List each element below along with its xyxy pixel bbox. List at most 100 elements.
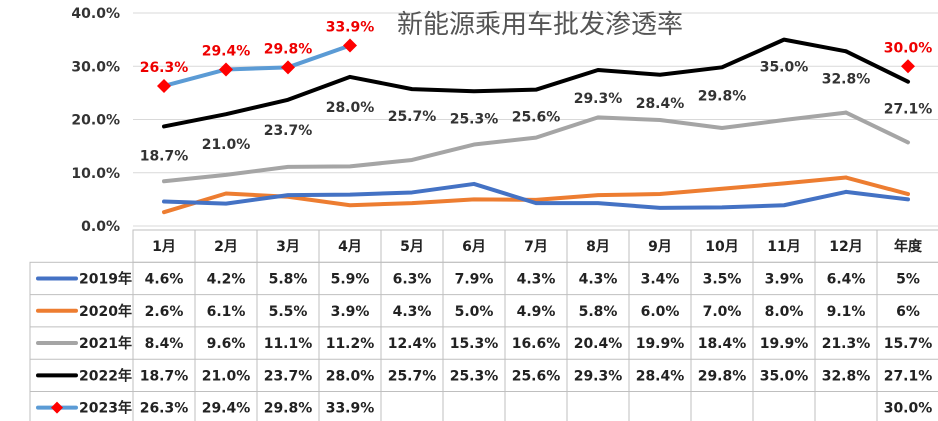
table-cell: 27.1% — [884, 368, 933, 384]
data-label-2023: 33.9% — [326, 19, 375, 35]
table-cell: 6% — [896, 304, 920, 320]
table-cell: 6.4% — [827, 271, 866, 287]
x-tick-label: 1月 — [152, 239, 176, 255]
data-label-2022: 35.0% — [760, 60, 809, 76]
table-cell: 32.8% — [822, 368, 871, 384]
legend-label: 2023年 — [79, 400, 132, 417]
table-cell: 21.0% — [202, 368, 251, 384]
data-label-2022: 29.8% — [698, 88, 747, 104]
data-label-2023: 29.8% — [264, 41, 313, 57]
table-cell: 3.9% — [765, 271, 804, 287]
table-cell: 11.2% — [326, 336, 375, 352]
y-tick-label: 20.0% — [71, 113, 120, 129]
table-cell: 29.8% — [698, 368, 747, 384]
table-cell: 15.7% — [884, 336, 933, 352]
table-cell: 26.3% — [140, 401, 189, 417]
x-tick-label: 4月 — [338, 239, 362, 255]
table-cell: 29.3% — [574, 368, 623, 384]
y-tick-label: 0.0% — [81, 219, 120, 235]
table-cell: 18.4% — [698, 336, 747, 352]
table-cell: 4.2% — [207, 271, 246, 287]
data-label-2022: 27.1% — [884, 102, 933, 118]
data-label-2022: 21.0% — [202, 137, 251, 153]
table-cell: 20.4% — [574, 336, 623, 352]
table-cell: 33.9% — [326, 401, 375, 417]
x-tick-label: 8月 — [586, 239, 610, 255]
data-label-2022: 23.7% — [264, 123, 313, 139]
series-line-annual — [844, 189, 910, 202]
table-cell: 18.7% — [140, 368, 189, 384]
y-tick-label: 30.0% — [71, 59, 120, 75]
data-label-2022: 32.8% — [822, 71, 871, 87]
data-point-2023 — [343, 38, 357, 53]
table-cell: 3.9% — [331, 304, 370, 320]
table-cell: 5.0% — [455, 304, 494, 320]
x-tick-label: 7月 — [524, 239, 548, 255]
legend-marker — [51, 401, 63, 414]
table-cell: 7.0% — [703, 304, 742, 320]
table-cell: 9.1% — [827, 304, 866, 320]
table-cell: 19.9% — [636, 336, 685, 352]
table-cell: 28.4% — [636, 368, 685, 384]
data-point-2023 — [281, 60, 295, 75]
y-tick-label: 10.0% — [71, 166, 120, 182]
table-cell: 6.1% — [207, 304, 246, 320]
table-cell: 6.0% — [641, 304, 680, 320]
series-line-annual — [844, 49, 910, 84]
x-tick-label: 12月 — [829, 239, 862, 255]
legend-label: 2022年 — [79, 367, 132, 384]
series-line — [162, 43, 352, 88]
data-label-2022: 28.4% — [636, 96, 685, 112]
series-line — [162, 181, 848, 210]
table-body-border — [29, 261, 938, 421]
data-point-2023 — [157, 78, 171, 93]
table-cell: 15.3% — [450, 336, 499, 352]
data-label-2023: 30.0% — [884, 40, 933, 56]
x-tick-label: 2月 — [214, 239, 238, 255]
data-label-2022: 28.0% — [326, 100, 375, 116]
table-cell: 8.0% — [765, 304, 804, 320]
table-cell: 5% — [896, 271, 920, 287]
table-cell: 3.4% — [641, 271, 680, 287]
x-tick-label: 11月 — [767, 239, 800, 255]
data-label-2022: 25.3% — [450, 111, 499, 127]
table-cell: 3.5% — [703, 271, 742, 287]
x-tick-label: 10月 — [705, 239, 738, 255]
legend-label: 2019年 — [79, 270, 132, 287]
table-cell: 30.0% — [884, 401, 933, 417]
data-label-2023: 29.4% — [202, 43, 251, 59]
table-cell: 4.9% — [517, 304, 556, 320]
table-cell: 29.8% — [264, 401, 313, 417]
series-line — [162, 37, 848, 129]
table-cell: 8.4% — [145, 336, 184, 352]
y-tick-label: 40.0% — [71, 6, 120, 22]
data-point-2023 — [219, 62, 233, 77]
table-cell: 4.3% — [579, 271, 618, 287]
table-cell: 4.6% — [145, 271, 184, 287]
table-cell: 6.3% — [393, 271, 432, 287]
data-label-2022: 25.6% — [512, 110, 561, 126]
table-cell: 7.9% — [455, 271, 494, 287]
table-cell: 25.6% — [512, 368, 561, 384]
legend-label: 2020年 — [79, 303, 132, 320]
table-cell: 5.8% — [579, 304, 618, 320]
data-label-2022: 29.3% — [574, 91, 623, 107]
table-cell: 29.4% — [202, 401, 251, 417]
series-lines — [157, 37, 915, 215]
series-line-annual — [844, 175, 910, 197]
table-cell: 25.3% — [450, 368, 499, 384]
table-cell: 11.1% — [264, 336, 313, 352]
table-cell: 12.4% — [388, 336, 437, 352]
data-label-2022: 18.7% — [140, 148, 189, 164]
table-cell: 4.3% — [393, 304, 432, 320]
table-cell: 19.9% — [760, 336, 809, 352]
table-cell: 23.7% — [264, 368, 313, 384]
table-cell: 21.3% — [822, 336, 871, 352]
table-cell: 5.5% — [269, 304, 308, 320]
table-cell: 9.6% — [207, 336, 246, 352]
data-table: 1月 2月 3月 4月 5月 6月 7月 8月 9月 10月 11月 12月 年度 2019年 4.6% 4.… — [29, 229, 938, 421]
table-cell: 5.8% — [269, 271, 308, 287]
data-labels: 18.7% 21.0% 23.7% 28.0% 25.7% 25.3% 25.6% 29.3%… — [140, 19, 933, 164]
